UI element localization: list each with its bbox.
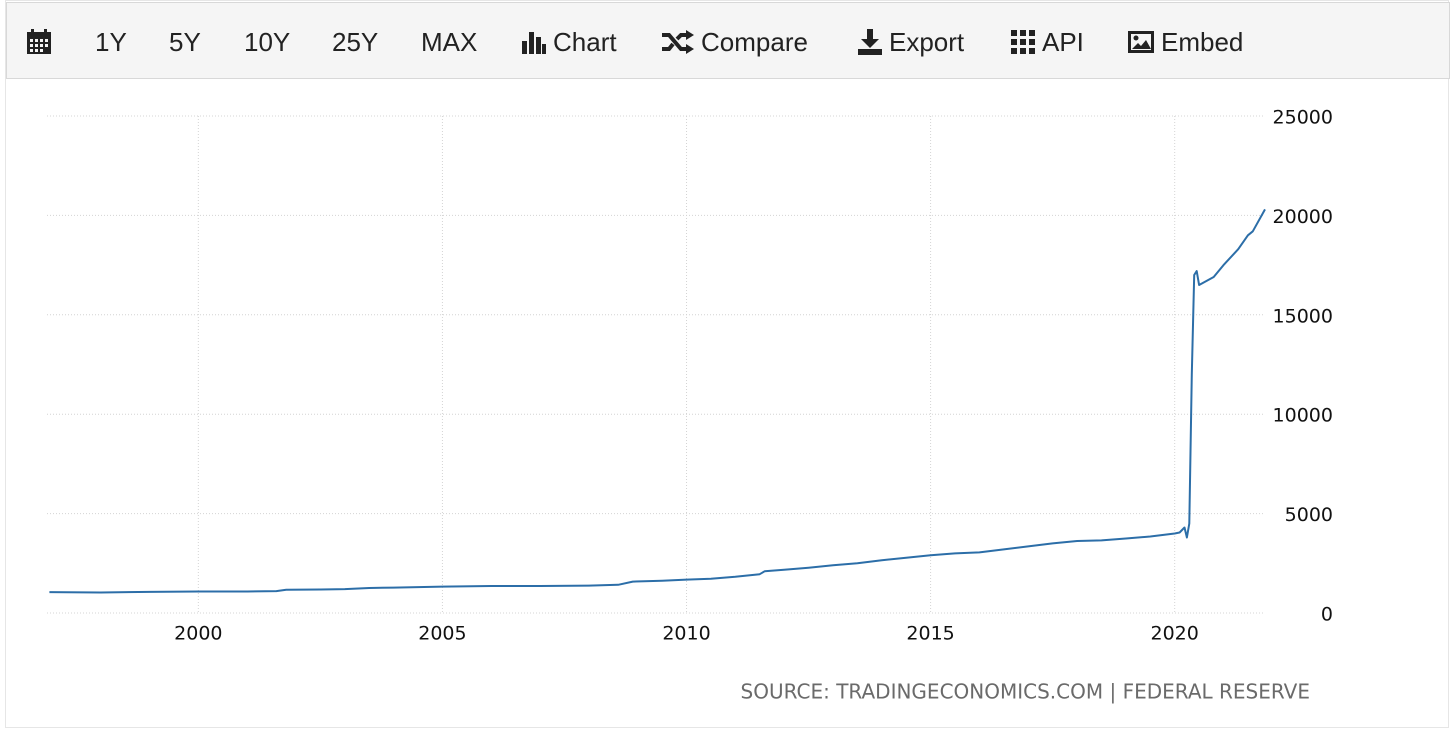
range-button[interactable]: MAX	[421, 25, 477, 59]
y-tick-label: 25000	[1273, 107, 1333, 129]
download-icon	[858, 29, 882, 55]
x-tick-label: 2020	[1151, 623, 1199, 645]
series-line	[49, 208, 1266, 594]
api-button[interactable]: API	[1010, 25, 1084, 59]
export-button[interactable]: Export	[857, 25, 964, 59]
range-button[interactable]: 25Y	[332, 25, 378, 59]
x-tick-label: 2010	[662, 623, 710, 645]
grid-icon	[1011, 30, 1035, 54]
label: 5Y	[169, 26, 201, 57]
label: Compare	[701, 26, 808, 57]
y-tick-label: 5000	[1285, 504, 1333, 526]
source: SOURCE: TRADINGECONOMICS.COM | FEDERAL R…	[741, 680, 1310, 704]
frame	[5, 0, 1449, 728]
label: Embed	[1161, 26, 1244, 57]
y-tick-label: 0	[1321, 604, 1333, 626]
x-tick-label: 2015	[906, 623, 954, 645]
shuffle-icon	[662, 30, 694, 54]
compare-button[interactable]: Compare	[661, 25, 808, 59]
label: 25Y	[332, 26, 379, 57]
toolbar: 1Y 5Y 10Y 25Y MAX Chart Compare Export A…	[6, 2, 1450, 79]
x-tick-label: 2005	[418, 623, 466, 645]
embed-button[interactable]: Embed	[1127, 25, 1243, 59]
label: Export	[889, 26, 965, 57]
x-tick-label: 2000	[174, 623, 222, 645]
chart-button[interactable]: Chart	[521, 25, 617, 59]
y-tick-label: 15000	[1273, 305, 1333, 327]
label: API	[1042, 26, 1084, 57]
range-button[interactable]: 1Y	[95, 25, 127, 59]
label: MAX	[421, 26, 478, 57]
label: 1Y	[95, 26, 127, 57]
calendar-button[interactable]	[25, 25, 53, 59]
calendar-icon	[27, 29, 51, 54]
range-button[interactable]: 10Y	[244, 25, 290, 59]
range-button[interactable]: 5Y	[169, 25, 201, 59]
label: Chart	[553, 26, 617, 57]
bar-icon	[522, 32, 546, 54]
image-icon	[1128, 31, 1154, 53]
y-tick-label: 10000	[1273, 405, 1333, 427]
label: 10Y	[244, 26, 291, 57]
y-tick-label: 20000	[1273, 206, 1333, 228]
